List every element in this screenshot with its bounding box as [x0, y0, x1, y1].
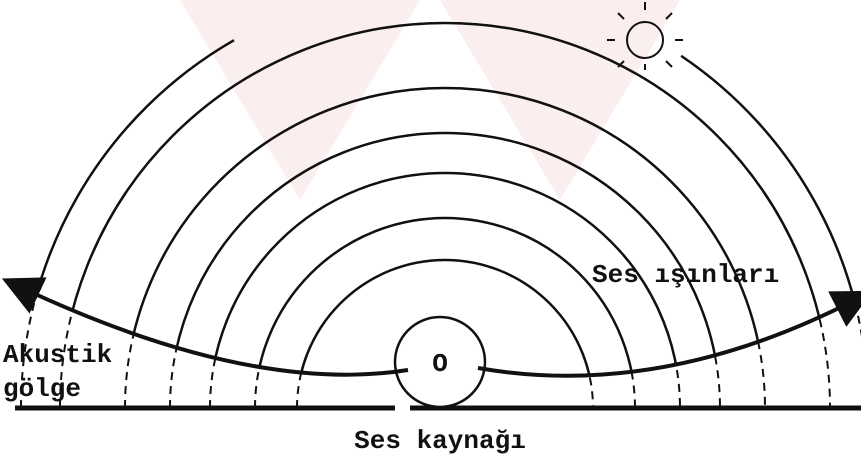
- watermark: [180, 0, 420, 200]
- wavefront: [208, 171, 682, 376]
- shadow-label: Akustik: [3, 340, 112, 370]
- wavefront: [123, 86, 767, 376]
- wavefront: [253, 216, 637, 376]
- wavefront: [680, 54, 861, 376]
- watermark: [440, 0, 680, 200]
- center-label: O: [432, 349, 448, 379]
- sun: [607, 2, 683, 70]
- shadow-label: gölge: [3, 374, 81, 404]
- source-label: Ses kaynağı: [354, 426, 526, 456]
- wavefront: [295, 258, 595, 376]
- wavefronts: [19, 21, 861, 409]
- rays-label: Ses ışınları: [592, 260, 779, 290]
- wavefront: [58, 21, 832, 376]
- ray-left: [1, 277, 409, 377]
- source-circle: [393, 315, 487, 409]
- ray-right: [477, 290, 861, 378]
- wavefront: [168, 131, 722, 376]
